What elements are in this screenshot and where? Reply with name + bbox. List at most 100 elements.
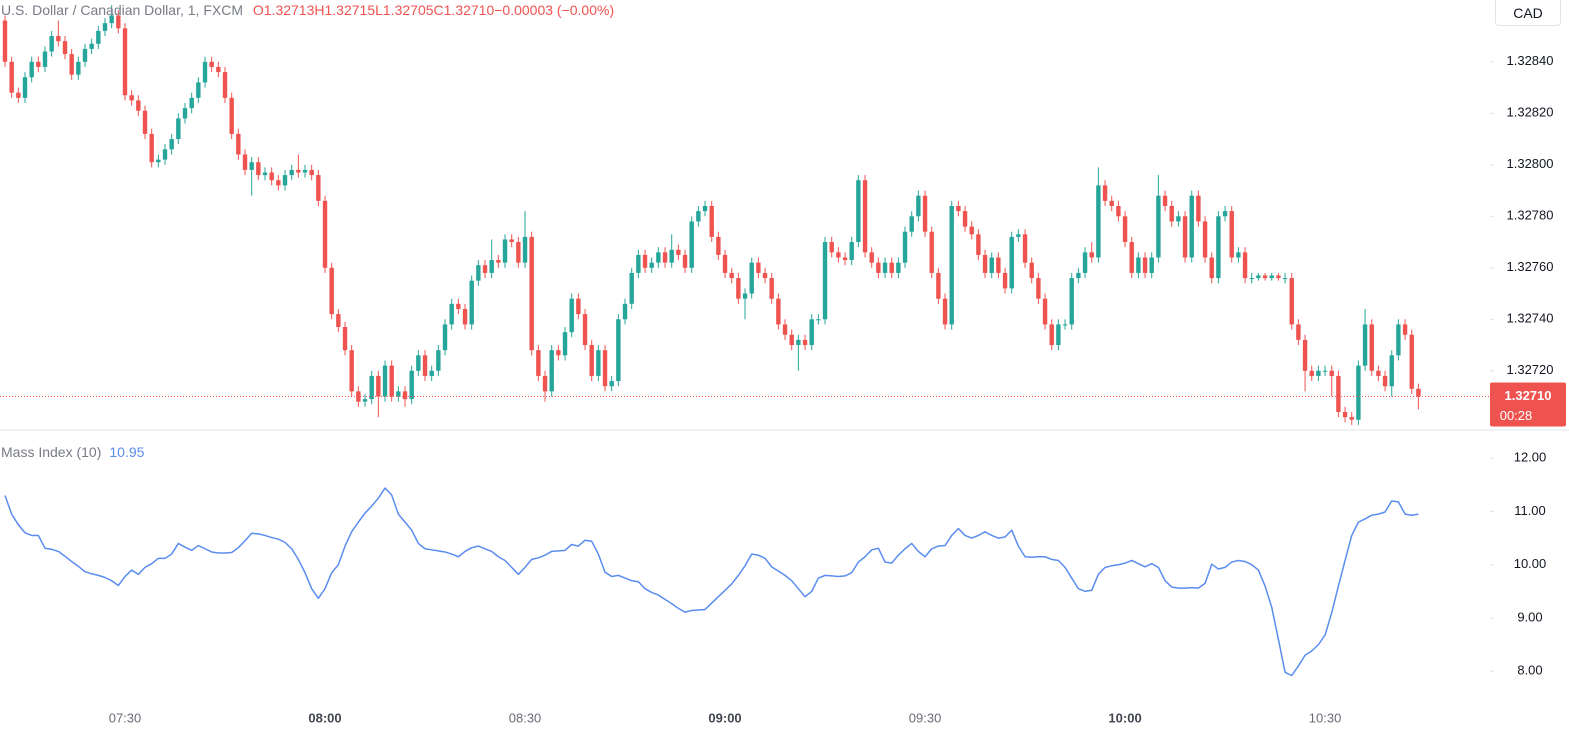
candle-body — [1296, 324, 1301, 340]
symbol-title: U.S. Dollar / Canadian Dollar, 1, FXCM — [1, 2, 243, 18]
candle-body — [922, 195, 928, 232]
candle-body — [369, 375, 374, 400]
candle-body — [316, 175, 321, 201]
candle-body — [1149, 257, 1154, 273]
candle-body — [336, 314, 341, 328]
candle-body — [1409, 334, 1414, 389]
y-tick-label: 10.00 — [1514, 556, 1547, 571]
candle-body — [182, 108, 188, 119]
x-tick-label: 09:30 — [909, 710, 942, 725]
candle-body — [1016, 234, 1021, 237]
candle-body — [1209, 257, 1214, 279]
candle-body — [636, 254, 641, 273]
y-tick-label: 1.32840 — [1507, 53, 1554, 68]
candle-body — [1269, 275, 1274, 279]
candle-body — [1256, 275, 1261, 279]
candle-body — [536, 350, 541, 376]
candle-body — [822, 242, 828, 320]
candle-body — [442, 324, 448, 351]
candle-body — [1342, 411, 1348, 418]
candle-body — [1369, 324, 1374, 371]
candle-body — [742, 293, 748, 299]
candle-body — [216, 66, 221, 73]
candle-body — [262, 172, 268, 176]
candle-body — [1009, 236, 1014, 289]
candle-body — [1049, 324, 1054, 346]
candle-body — [796, 339, 801, 346]
candle-body — [229, 97, 234, 134]
candle-body — [909, 216, 914, 232]
candle-body — [242, 154, 248, 170]
candle-body — [1276, 275, 1281, 279]
candle-body — [982, 254, 988, 273]
countdown-label: 00:28 — [1500, 408, 1533, 423]
candle-body — [1056, 324, 1061, 346]
candle-body — [236, 133, 241, 155]
candle-body — [1142, 257, 1148, 273]
candle-body — [249, 162, 254, 170]
candle-body — [1036, 278, 1041, 299]
candle-body — [1316, 370, 1321, 376]
candle-body — [209, 61, 214, 67]
candle-body — [1222, 211, 1228, 217]
candle-body — [749, 262, 754, 294]
indicator-line — [4, 487, 1419, 677]
candle-body — [736, 278, 741, 299]
candle-body — [1156, 195, 1161, 258]
candle-body — [689, 221, 694, 268]
candle-body — [576, 298, 581, 315]
candle-body — [296, 169, 301, 173]
candle-body — [122, 28, 128, 96]
candle-body — [496, 260, 501, 263]
candle-body — [816, 319, 821, 321]
y-tick-label: 1.32820 — [1507, 105, 1554, 120]
candle-body — [9, 61, 14, 93]
candle-body — [989, 257, 994, 273]
candle-body — [389, 365, 394, 397]
candle-body — [976, 234, 981, 255]
candle-body — [1416, 388, 1421, 397]
ohlc-label: C — [433, 2, 444, 18]
candle-body — [276, 180, 281, 186]
candle-body — [1229, 211, 1234, 258]
candle-body — [629, 272, 634, 304]
candle-body — [129, 95, 134, 101]
candle-body — [589, 345, 594, 376]
candle-body — [1136, 257, 1141, 273]
candle-body — [16, 92, 21, 98]
candle-body — [2, 20, 8, 62]
last-price-tag — [1490, 382, 1566, 427]
candle-body — [356, 391, 361, 402]
candle-body — [1382, 375, 1388, 387]
candle-body — [22, 77, 28, 98]
candle-body — [1176, 216, 1181, 222]
ohlc-value: 1.32705 — [382, 2, 434, 18]
candle-body — [1002, 272, 1008, 289]
candle-body — [996, 257, 1001, 273]
candle-body — [1262, 275, 1268, 279]
x-tick-label: 07:30 — [109, 710, 142, 725]
candle-body — [802, 339, 808, 346]
candle-body — [76, 61, 81, 75]
candle-body — [809, 319, 814, 346]
currency-button[interactable]: CAD — [1495, 0, 1561, 26]
candle-body — [376, 375, 381, 397]
candle-body — [556, 350, 561, 356]
candle-body — [1236, 252, 1241, 258]
candle-body — [702, 205, 708, 212]
candle-body — [729, 272, 734, 279]
candle-body — [776, 298, 781, 325]
candle-body — [929, 231, 934, 273]
candle-body — [69, 54, 74, 75]
candle-body — [36, 61, 41, 67]
candle-body — [1376, 370, 1381, 376]
change-value: −0.00003 (−0.00%) — [494, 2, 615, 18]
ohlc-label: L — [375, 2, 383, 18]
candle-body — [162, 149, 168, 160]
candle-body — [882, 262, 888, 273]
candle-body — [402, 391, 408, 400]
candle-body — [856, 180, 861, 243]
candle-body — [1282, 278, 1288, 280]
candle-body — [582, 314, 588, 346]
candle-body — [969, 226, 974, 235]
